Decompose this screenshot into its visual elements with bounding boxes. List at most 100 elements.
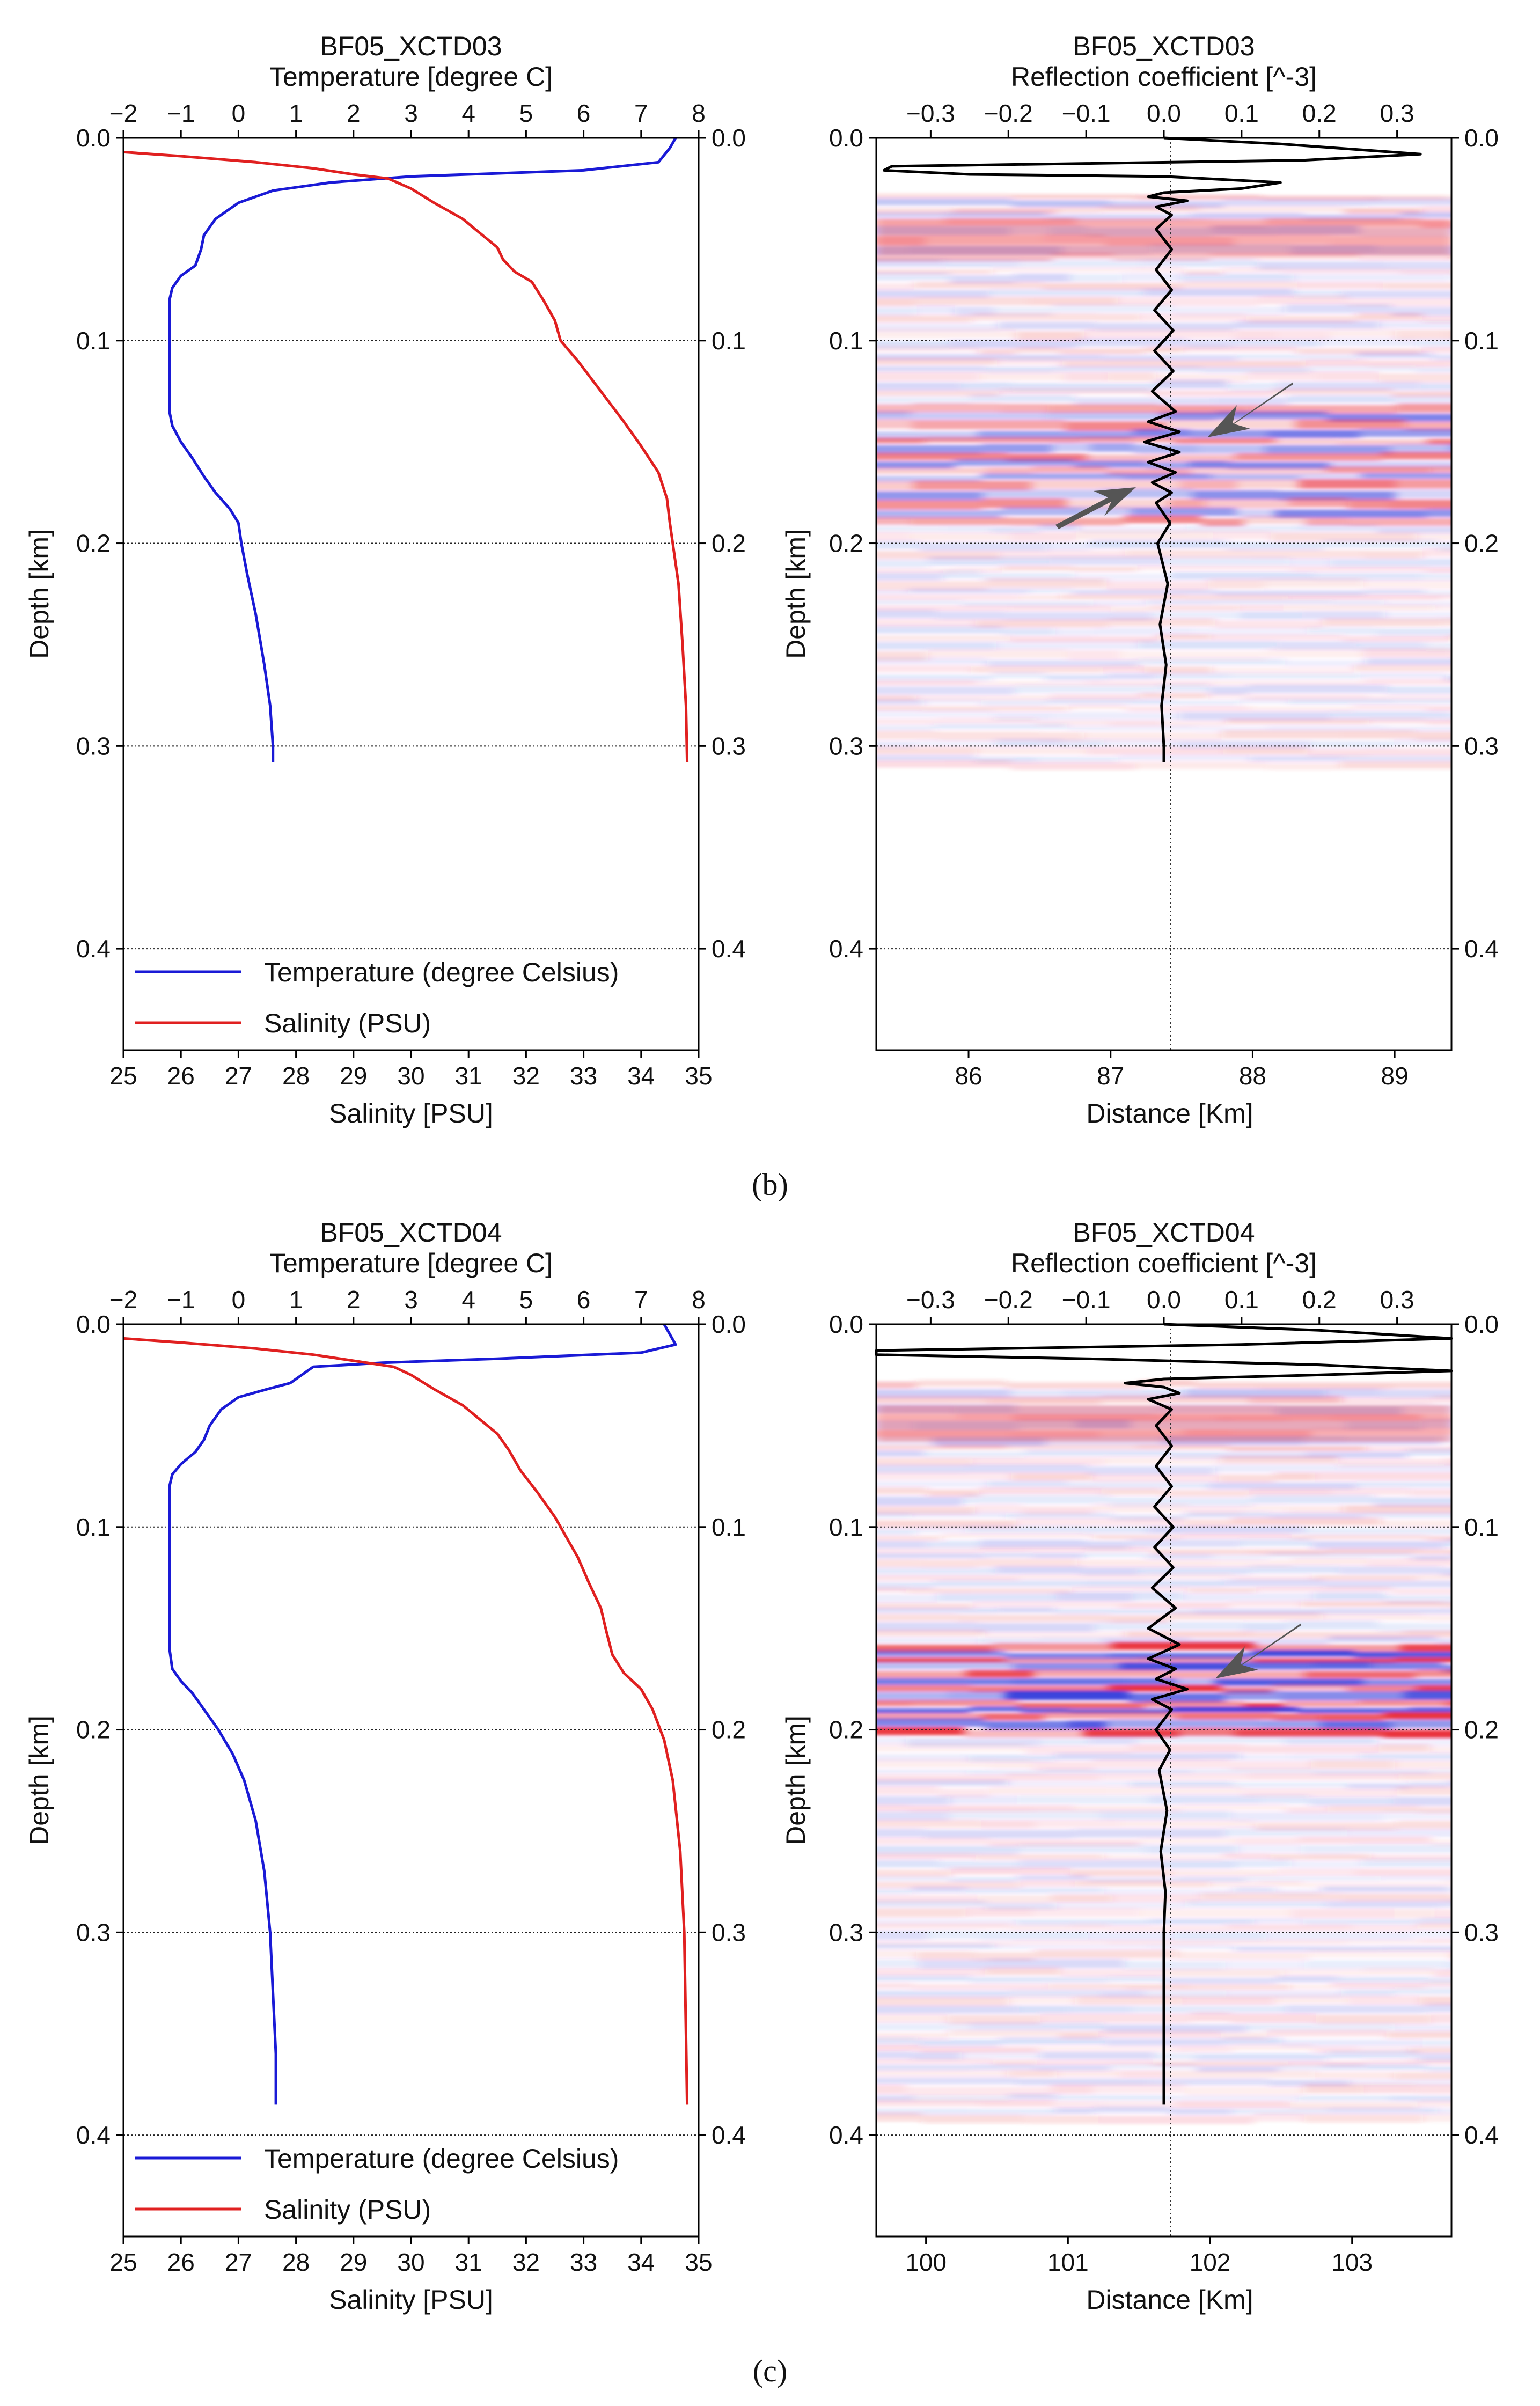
seismic-stripe [1108, 1685, 1221, 1692]
temperature-tick-label: 1 [289, 99, 303, 127]
seismic-stripe [937, 731, 1039, 740]
seismic-stripe [1352, 1844, 1451, 1853]
seismic-stripe [1107, 673, 1156, 680]
y-tick-label-left: 0.0 [829, 124, 863, 152]
seismic-stripe [876, 1811, 950, 1821]
y-tick-label-left: 0.2 [829, 1716, 863, 1744]
y-tick-label-right: 0.0 [712, 124, 746, 152]
seismic-stripe [1195, 1382, 1258, 1389]
salinity-tick-label: 26 [167, 1062, 195, 1090]
seismic-stripe [1403, 1630, 1451, 1638]
seismic-stripe [1138, 640, 1277, 649]
seismic-stripe [911, 517, 1011, 525]
seismic-stripe [957, 1614, 1111, 1622]
seismic-stripe [1139, 313, 1246, 321]
seismic-stripe [876, 1918, 1016, 1925]
salinity-tick-label: 34 [627, 2248, 655, 2276]
seismic-image [876, 1380, 1451, 2124]
seismic-stripe [1196, 725, 1266, 732]
seismic-stripe [1111, 606, 1149, 612]
seismic-stripe [876, 1975, 970, 1982]
seismic-stripe [1192, 1769, 1314, 1774]
seismic-stripe [1225, 1828, 1348, 1837]
seismic-stripe [1353, 705, 1427, 710]
seismic-stripe [1291, 566, 1426, 571]
seismic-stripe [1329, 1636, 1438, 1642]
seismic-stripe [1139, 692, 1209, 699]
seismic-stripe [1341, 1397, 1433, 1405]
temperature-line [168, 137, 677, 762]
seismic-stripe [1009, 1995, 1076, 2005]
seismic-stripe [1360, 1859, 1451, 1867]
seismic-stripe [921, 706, 1069, 711]
seismic-stripe [1443, 1664, 1451, 1673]
seismic-stripe [1268, 1513, 1363, 1519]
series-layer [875, 1323, 1453, 2105]
seismic-stripe [950, 1795, 1017, 1804]
seismic-stripe [1330, 328, 1395, 338]
seismic-stripe [975, 619, 1108, 628]
seismic-stripe [1052, 253, 1113, 259]
temperature-tick-label: 0 [232, 1286, 246, 1314]
seismic-stripe [934, 723, 1067, 729]
seismic-stripe [1421, 382, 1451, 391]
seismic-stripe [1348, 1996, 1420, 2005]
temperature-tick-label: 8 [692, 99, 706, 127]
legend-label-temperature: Temperature (degree Celsius) [264, 2144, 619, 2174]
seismic-stripe [918, 2039, 1000, 2047]
chart-title: BF05_XCTD04 [1073, 1217, 1255, 1248]
seismic-stripe [1317, 371, 1379, 381]
seismic-stripe [876, 1603, 973, 1609]
seismic-stripe [965, 1525, 1083, 1534]
seismic-stripe [1007, 2070, 1057, 2078]
seismic-stripe [1211, 634, 1344, 640]
temperature-tick-label: 5 [519, 1286, 533, 1314]
seismic-stripe [1364, 551, 1423, 559]
seismic-stripe [1192, 467, 1326, 474]
seismic-stripe [1343, 1893, 1451, 1902]
seismic-stripe [1416, 2084, 1451, 2094]
seismic-stripe [970, 1976, 1108, 1983]
seismic-stripe [1093, 2084, 1185, 2093]
legend: Temperature (degree Celsius) Salinity (P… [135, 957, 619, 1038]
seismic-stripe [876, 1396, 987, 1404]
seismic-stripe [1378, 1744, 1430, 1752]
seismic-stripe [1425, 590, 1451, 596]
seismic-stripe [1248, 694, 1368, 700]
seismic-stripe [1444, 1700, 1451, 1707]
reflection-tick-label: −0.1 [1062, 99, 1111, 127]
seismic-stripe [1299, 479, 1397, 489]
seismic-stripe [1395, 489, 1451, 499]
seismic-stripe [1382, 1730, 1451, 1738]
temperature-tick-label: 4 [461, 99, 475, 127]
seismic-stripe [1260, 1794, 1309, 1804]
seismic-stripe [1248, 1396, 1342, 1404]
seismic-stripe [1124, 1984, 1191, 1990]
seismic-stripe [1331, 1983, 1425, 1989]
seismic-stripe [1381, 452, 1451, 460]
seismic-stripe [1149, 605, 1240, 611]
temperature-tick-label: 8 [692, 1286, 706, 1314]
seismic-stripe [1444, 1538, 1451, 1547]
seismic-stripe [972, 313, 1097, 321]
seismic-stripe [1319, 1608, 1451, 1614]
seismic-stripe [980, 1539, 1086, 1548]
seismic-stripe [876, 1727, 965, 1735]
seismic-stripe [1076, 530, 1213, 540]
seismic-stripe [1098, 2115, 1254, 2124]
seismic-stripe [967, 2109, 1054, 2115]
seismic-stripe [1103, 2024, 1247, 2033]
seismic-stripe [876, 1820, 981, 1828]
seismic-stripe [1246, 1875, 1381, 1881]
seismic-stripe [1032, 466, 1108, 473]
distance-tick-label: 100 [905, 2248, 947, 2276]
seismic-stripe [1194, 627, 1307, 636]
seismic-stripe [1253, 2112, 1304, 2122]
seismic-stripe [985, 467, 1033, 474]
reflection-tick-label: 0.3 [1380, 1286, 1414, 1314]
y-axis-label: Depth [km] [24, 1715, 54, 1845]
seismic-stripe [876, 626, 1002, 634]
seismic-stripe [1283, 1700, 1359, 1707]
tick-layer: 0.0 0.0 0.1 0.1 0.2 0.2 0.3 0.3 0.4 0.4 −0.3 −0.2 −0… [829, 99, 1499, 1090]
seismic-stripe [1155, 380, 1228, 389]
